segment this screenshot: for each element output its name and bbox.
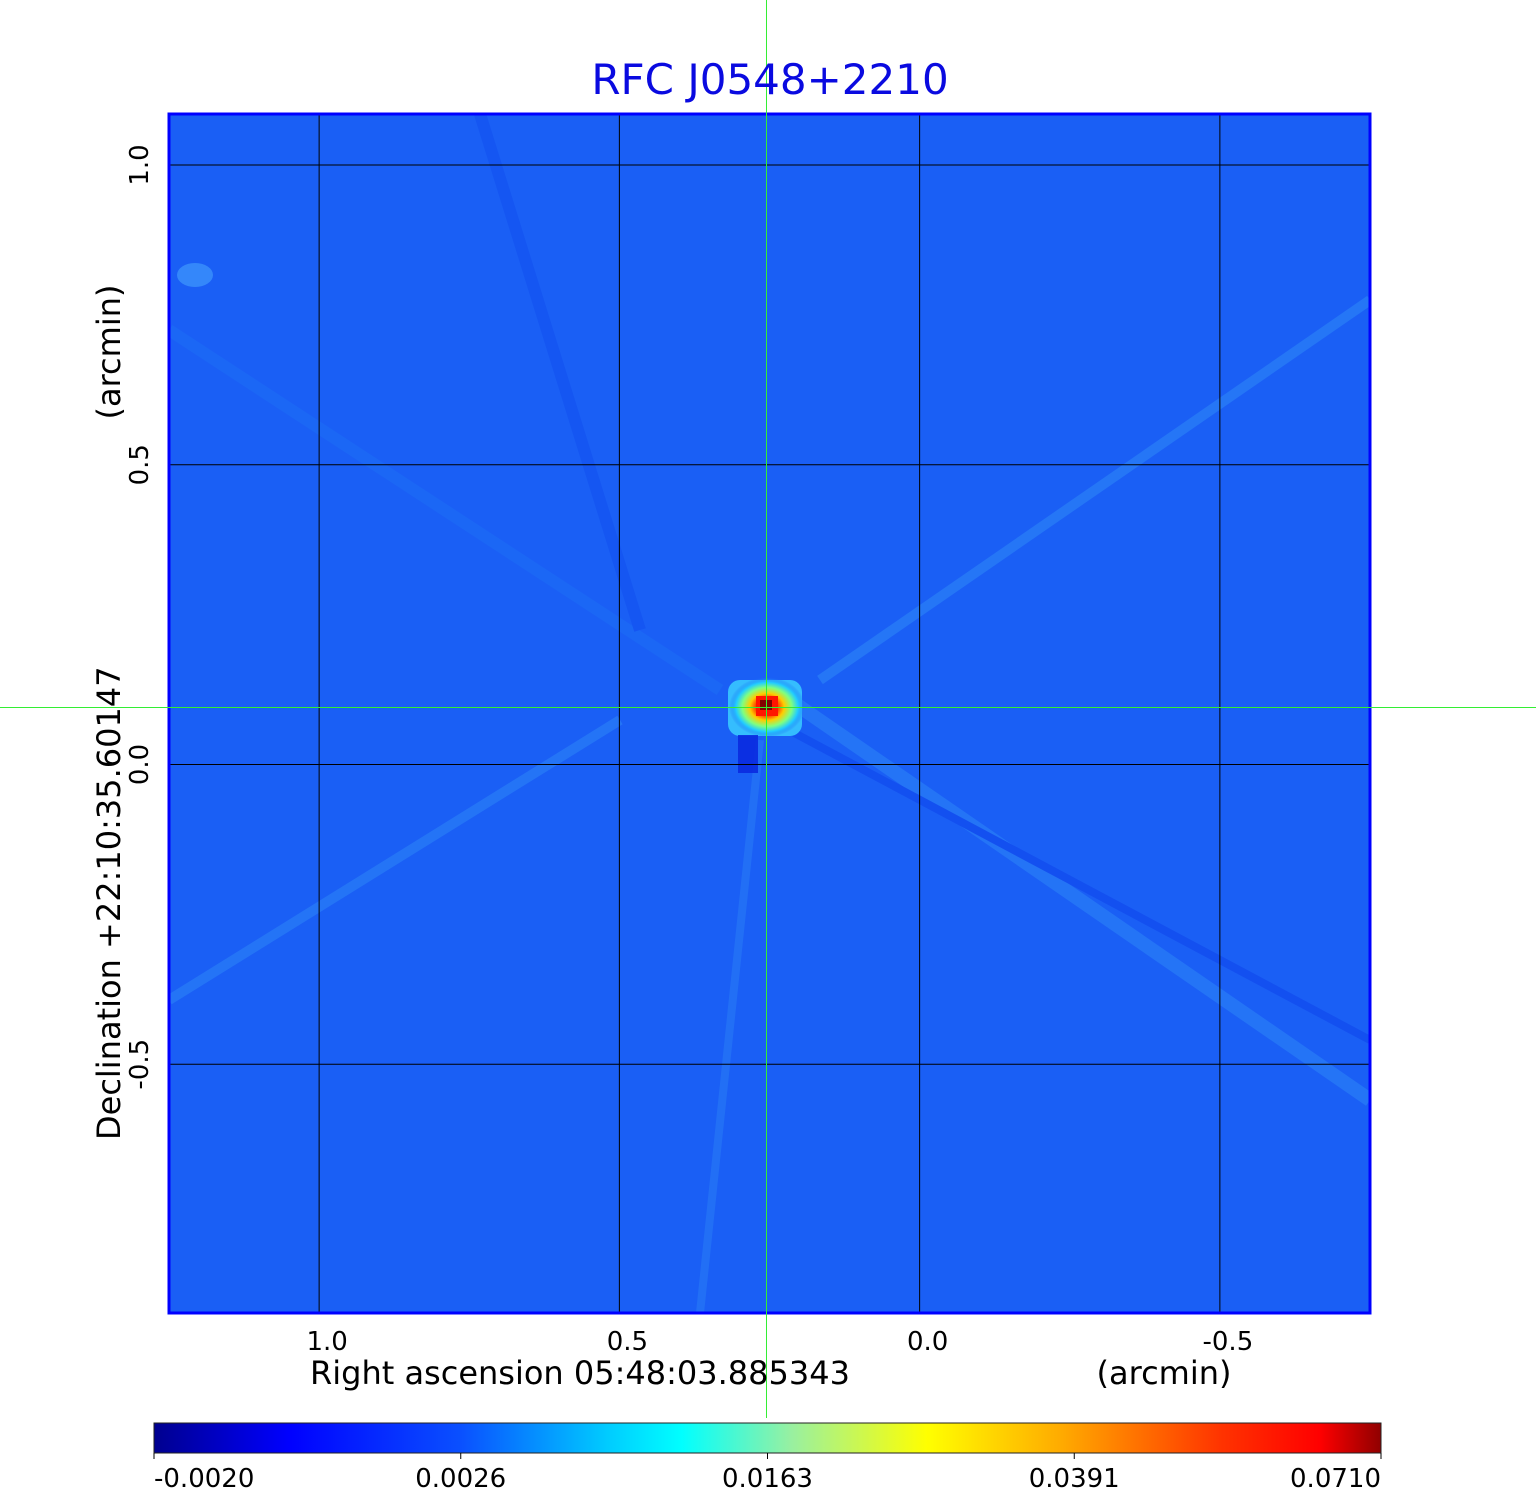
plot-frame xyxy=(167,112,1372,1315)
colorbar-tick-label: 0.0026 xyxy=(415,1464,506,1494)
colorbar-tick-label: 0.0391 xyxy=(1029,1464,1120,1494)
y-tick-label: 1.0 xyxy=(125,144,155,185)
x-axis-unit: (arcmin) xyxy=(1097,1354,1232,1392)
chart-title: RFC J0548+2210 xyxy=(591,55,948,104)
colorbar-tick-labels: -0.0020 0.0026 0.0163 0.0391 0.0710 xyxy=(153,1453,1382,1494)
crosshair xyxy=(0,0,1536,1418)
y-axis-unit: (arcmin) xyxy=(90,285,128,420)
colorbar-tick-label: -0.0020 xyxy=(154,1464,254,1494)
x-tick-label: 0.5 xyxy=(607,1327,648,1357)
colorbar-tick-label: 0.0163 xyxy=(722,1464,813,1494)
coordinate-grid xyxy=(169,114,1370,1313)
colorbar xyxy=(153,1422,1382,1454)
y-tick-label: 0.0 xyxy=(125,744,155,785)
y-tick-label: 0.5 xyxy=(125,444,155,485)
colorbar-tick-label: 0.0710 xyxy=(1290,1464,1381,1494)
x-tick-label: -0.5 xyxy=(1203,1327,1254,1357)
x-tick-label: 1.0 xyxy=(306,1327,347,1357)
y-axis-label: Declination +22:10:35.60147 xyxy=(90,666,128,1140)
y-tick-label: -0.5 xyxy=(125,1039,155,1090)
x-tick-label: 0.0 xyxy=(907,1327,948,1357)
sky-map-texture xyxy=(169,114,1370,1313)
x-axis-label: Right ascension 05:48:03.885343 xyxy=(310,1354,850,1392)
y-tick-labels: 1.0 0.5 0.0 -0.5 xyxy=(125,144,155,1089)
x-tick-labels: 1.0 0.5 0.0 -0.5 xyxy=(306,1327,1253,1357)
